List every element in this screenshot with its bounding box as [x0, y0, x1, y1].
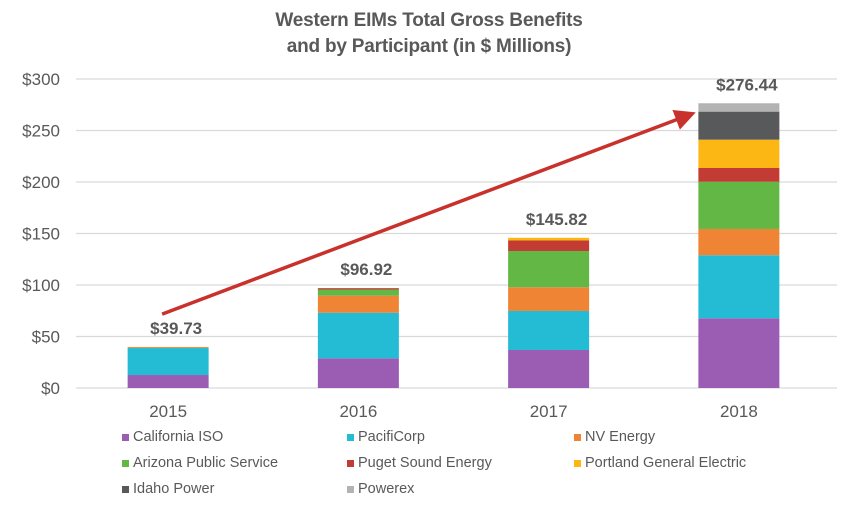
legend-item: Arizona Public Service [122, 455, 278, 471]
legend-item: Puget Sound Energy [347, 455, 492, 471]
bar-segment-pacificorp [698, 255, 780, 319]
chart-title-line-2: and by Participant (in $ Millions) [286, 36, 572, 57]
total-label: $276.44 [716, 75, 778, 94]
y-axis: $0 $50 $100 $150 $200 $250 $300 [22, 70, 60, 398]
legend-label: PacifiCorp [358, 429, 425, 445]
legend-item: Powerex [347, 481, 414, 497]
bar-segment-california-iso [698, 318, 780, 388]
legend-label: Powerex [358, 481, 415, 497]
bar-stack-2015 [127, 347, 209, 388]
legend-label: Portland General Electric [585, 455, 747, 471]
legend-item: NV Energy [574, 429, 655, 445]
bar-segment-nv-energy [317, 295, 399, 313]
bar-segment-california-iso [508, 349, 590, 388]
bar-segment-california-iso [317, 358, 399, 388]
bar-segment-pacificorp [317, 312, 399, 359]
x-tick-label: 2015 [149, 402, 187, 421]
bar-segment-arizona-public-service [317, 289, 399, 296]
legend-marker [347, 485, 354, 493]
trend-arrow-line [161, 110, 696, 316]
legend-item: PacifiCorp [347, 429, 425, 445]
y-tick-label: $150 [22, 225, 60, 244]
chart-title-line-1: Western EIMs Total Gross Benefits [275, 10, 583, 31]
legend-marker [347, 459, 354, 467]
x-tick-label: 2018 [720, 402, 758, 421]
bar-segment-puget-sound-energy [698, 167, 780, 182]
bar-segment-nv-energy [698, 228, 780, 256]
bar-segment-nv-energy [127, 347, 209, 349]
legend-label: California ISO [133, 429, 224, 445]
bar-segment-puget-sound-energy [317, 288, 399, 290]
data-labels: $39.73 $96.92 $145.82 $276.44 [150, 75, 778, 338]
bar-segment-puget-sound-energy [508, 240, 590, 252]
legend-marker [122, 433, 129, 441]
legend-item: California ISO [122, 429, 223, 445]
legend-marker [347, 433, 354, 441]
x-axis: 2015 2016 2017 2018 [149, 402, 758, 421]
total-label: $96.92 [340, 260, 392, 279]
bar-segment-pacificorp [127, 348, 209, 376]
legend-marker [122, 485, 129, 493]
legend-label: NV Energy [585, 429, 656, 445]
y-tick-label: $300 [22, 70, 60, 89]
legend-label: Idaho Power [133, 481, 215, 497]
y-tick-label: $50 [32, 328, 60, 347]
bar-stack-2018 [698, 103, 780, 388]
y-tick-label: $0 [41, 379, 60, 398]
y-tick-label: $250 [22, 122, 60, 141]
legend-item: Idaho Power [122, 481, 214, 497]
bar-segment-pacificorp [508, 310, 590, 350]
bars [127, 103, 780, 388]
bar-segment-portland-general-electric [508, 237, 590, 241]
bar-stack-2017 [508, 237, 590, 388]
bar-segment-idaho-power [698, 111, 780, 140]
legend-marker [574, 433, 581, 441]
x-tick-label: 2017 [530, 402, 568, 421]
legend-label: Puget Sound Energy [358, 455, 492, 471]
y-tick-label: $200 [22, 173, 60, 192]
total-label: $145.82 [526, 210, 587, 229]
bar-segment-nv-energy [508, 287, 590, 311]
legend-label: Arizona Public Service [133, 455, 279, 471]
bar-segment-portland-general-electric [698, 139, 780, 168]
bar-segment-arizona-public-service [698, 181, 780, 229]
bar-stack-2016 [317, 288, 399, 388]
bar-segment-california-iso [127, 375, 209, 388]
total-label: $39.73 [150, 319, 202, 338]
bar-segment-arizona-public-service [508, 251, 590, 288]
legend-item: Portland General Electric [574, 455, 746, 471]
bar-segment-powerex [698, 103, 780, 112]
legend-marker [574, 459, 581, 467]
y-tick-label: $100 [22, 276, 60, 295]
x-tick-label: 2016 [339, 402, 377, 421]
trend-arrow [161, 110, 696, 316]
legend-marker [122, 459, 129, 467]
